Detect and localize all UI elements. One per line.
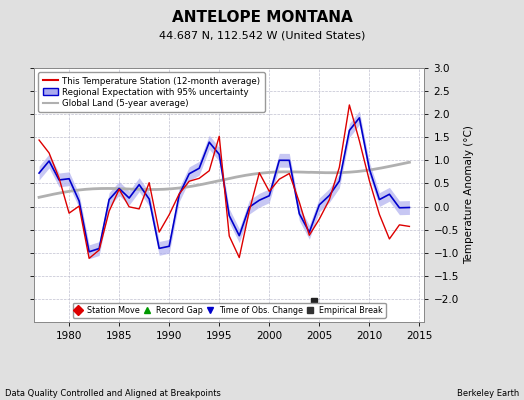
Text: 44.687 N, 112.542 W (United States): 44.687 N, 112.542 W (United States) [159,30,365,40]
Text: Data Quality Controlled and Aligned at Breakpoints: Data Quality Controlled and Aligned at B… [5,389,221,398]
Text: Berkeley Earth: Berkeley Earth [456,389,519,398]
Y-axis label: Temperature Anomaly (°C): Temperature Anomaly (°C) [464,126,474,264]
Legend: Station Move, Record Gap, Time of Obs. Change, Empirical Break: Station Move, Record Gap, Time of Obs. C… [72,302,386,318]
Text: ANTELOPE MONTANA: ANTELOPE MONTANA [172,10,352,25]
